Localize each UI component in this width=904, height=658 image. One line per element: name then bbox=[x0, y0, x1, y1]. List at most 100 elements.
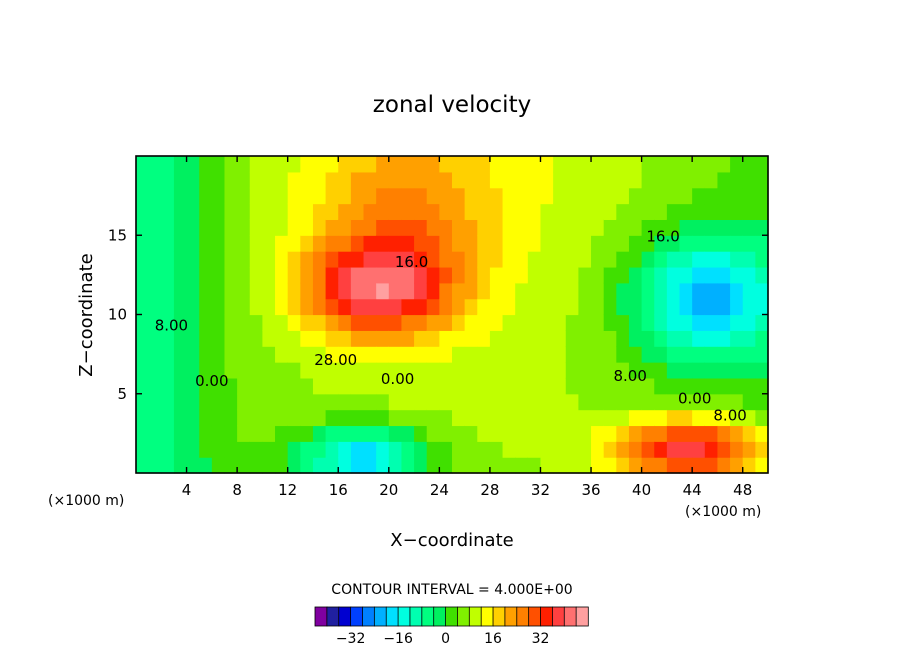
field-cell bbox=[161, 330, 175, 347]
field-cell bbox=[616, 171, 630, 189]
colorbar-swatch bbox=[540, 606, 554, 627]
field-cell bbox=[704, 251, 719, 268]
field-cell bbox=[237, 266, 251, 284]
field-cell bbox=[616, 282, 630, 300]
field-cell bbox=[338, 362, 352, 379]
field-cell bbox=[464, 362, 478, 379]
field-cell bbox=[186, 314, 200, 331]
field-cell bbox=[565, 441, 579, 458]
field-cell bbox=[312, 441, 327, 458]
field-cell bbox=[692, 298, 706, 316]
field-cell bbox=[136, 298, 150, 316]
field-cell bbox=[249, 171, 263, 189]
field-cell bbox=[591, 282, 605, 300]
field-cell bbox=[148, 219, 162, 236]
field-cell bbox=[376, 251, 390, 268]
field-cell bbox=[730, 409, 744, 427]
field-cell bbox=[148, 251, 162, 268]
field-cell bbox=[148, 409, 162, 427]
field-cell bbox=[679, 266, 693, 284]
field-cell bbox=[477, 171, 491, 189]
field-cell bbox=[717, 441, 731, 458]
field-cell bbox=[679, 171, 693, 189]
field-cell bbox=[464, 425, 478, 442]
contour-field bbox=[136, 156, 769, 474]
field-cell bbox=[591, 409, 605, 427]
field-cell bbox=[237, 314, 251, 331]
field-cell bbox=[211, 409, 226, 427]
field-cell bbox=[224, 171, 238, 189]
field-cell bbox=[502, 441, 516, 458]
field-cell bbox=[489, 171, 504, 189]
field-cell bbox=[161, 314, 175, 331]
field-cell bbox=[628, 171, 643, 189]
field-cell bbox=[679, 330, 693, 347]
field-cell bbox=[591, 203, 605, 220]
field-cell bbox=[275, 409, 289, 427]
field-cell bbox=[603, 219, 617, 236]
field-cell bbox=[300, 457, 314, 474]
field-cell bbox=[312, 219, 327, 236]
field-cell bbox=[464, 251, 478, 268]
colorbar-swatch bbox=[433, 606, 447, 627]
field-cell bbox=[692, 156, 706, 173]
field-cell bbox=[565, 187, 579, 205]
field-cell bbox=[527, 441, 542, 458]
field-cell bbox=[363, 282, 377, 300]
field-cell bbox=[426, 235, 440, 252]
field-cell bbox=[173, 425, 188, 442]
field-cell bbox=[591, 346, 605, 363]
field-cell bbox=[426, 187, 440, 205]
field-cell bbox=[553, 377, 567, 395]
field-cell bbox=[211, 171, 226, 189]
field-cell bbox=[401, 266, 415, 284]
field-cell bbox=[224, 330, 238, 347]
field-cell bbox=[350, 171, 365, 189]
field-cell bbox=[654, 219, 668, 236]
field-cell bbox=[489, 346, 504, 363]
field-cell bbox=[363, 441, 377, 458]
contour-label: 0.00 bbox=[678, 389, 711, 407]
field-cell bbox=[616, 425, 630, 442]
field-cell bbox=[540, 219, 554, 236]
field-cell bbox=[186, 425, 200, 442]
field-cell bbox=[464, 314, 478, 331]
field-cell bbox=[161, 156, 175, 173]
field-cell bbox=[452, 409, 466, 427]
field-cell bbox=[540, 425, 554, 442]
field-cell bbox=[287, 298, 301, 316]
field-cell bbox=[641, 219, 655, 236]
field-cell bbox=[237, 330, 251, 347]
field-cell bbox=[515, 425, 529, 442]
field-cell bbox=[262, 393, 276, 411]
field-cell bbox=[666, 314, 681, 331]
field-cell bbox=[287, 187, 301, 205]
field-cell bbox=[136, 377, 150, 395]
field-cell bbox=[199, 187, 213, 205]
field-cell bbox=[603, 441, 617, 458]
field-cell bbox=[452, 377, 466, 395]
field-cell bbox=[275, 346, 289, 363]
field-cell bbox=[742, 282, 756, 300]
field-cell bbox=[730, 330, 744, 347]
field-cell bbox=[502, 314, 516, 331]
field-cell bbox=[414, 203, 428, 220]
field-cell bbox=[692, 393, 706, 411]
field-cell bbox=[692, 346, 706, 363]
field-cell bbox=[477, 425, 491, 442]
field-cell bbox=[692, 282, 706, 300]
field-cell bbox=[666, 441, 681, 458]
field-cell bbox=[704, 330, 719, 347]
field-cell bbox=[717, 171, 731, 189]
field-cell bbox=[136, 282, 150, 300]
x-unit-left: (×1000 m) bbox=[48, 493, 124, 509]
field-cell bbox=[540, 251, 554, 268]
field-cell bbox=[401, 393, 415, 411]
field-cell bbox=[452, 362, 466, 379]
field-cell bbox=[211, 156, 226, 173]
field-cell bbox=[704, 425, 719, 442]
field-cell bbox=[717, 282, 731, 300]
field-cell bbox=[704, 203, 719, 220]
field-cell bbox=[755, 298, 769, 316]
